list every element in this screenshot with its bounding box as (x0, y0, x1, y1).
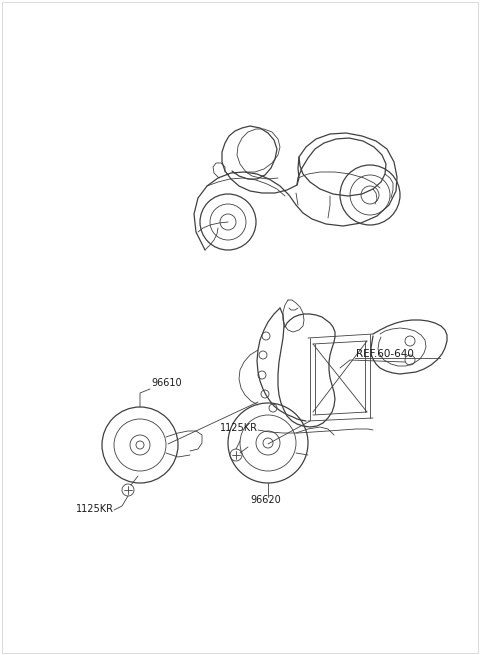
Text: 1125KR: 1125KR (76, 504, 114, 514)
Text: 96620: 96620 (250, 495, 281, 505)
Text: 96610: 96610 (151, 378, 181, 388)
Text: 1125KR: 1125KR (220, 423, 258, 433)
Text: REF.60-640: REF.60-640 (356, 349, 414, 359)
